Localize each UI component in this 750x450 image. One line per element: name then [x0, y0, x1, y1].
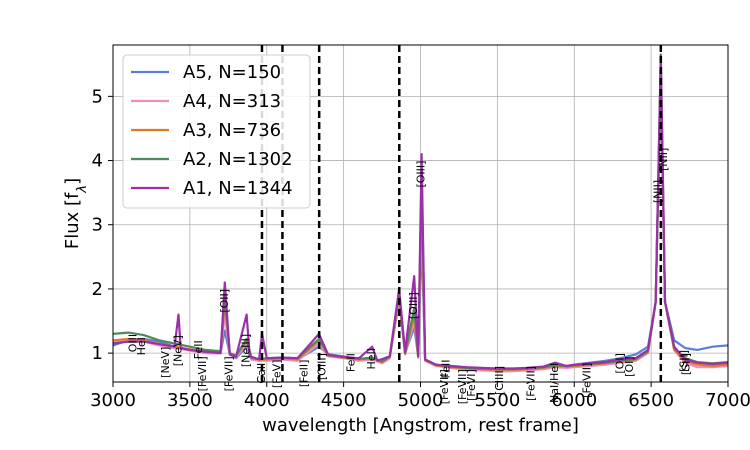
spectral-line-label: [OII] — [218, 289, 231, 313]
spectral-line-label: [OIII] — [407, 292, 420, 319]
spectral-line-label: FeII — [344, 353, 357, 372]
spectral-line-label: OIII — [126, 334, 139, 352]
x-tick-label: 6500 — [628, 390, 674, 411]
legend-label-1: A5, N=150 — [183, 62, 281, 83]
spectral-line-label: [NII] — [652, 180, 665, 203]
y-tick-label: 1 — [92, 343, 103, 364]
spectral-line-label: [FeVII] — [438, 369, 451, 404]
x-tick-label: 6000 — [551, 390, 597, 411]
spectral-line-label: [FeII] — [297, 360, 310, 388]
y-axis-label-main: Flux [f — [62, 192, 83, 249]
spectral-line-label: NaI/HeI — [548, 363, 561, 403]
spectral-line-label: [FeVII] — [196, 356, 209, 391]
spectral-line-label: [FeVII] — [223, 356, 236, 391]
legend-label-4: A2, N=1302 — [183, 149, 293, 170]
spectral-line-label: [FeVI] — [465, 369, 478, 401]
spectral-line-label: [SII] — [680, 353, 693, 375]
spectral-line-label: [OI] — [613, 353, 626, 374]
legend-label-5: A1, N=1344 — [183, 178, 293, 199]
y-axis-label-close: ] — [62, 178, 83, 185]
x-tick-label: 5500 — [474, 390, 520, 411]
series-group — [113, 53, 728, 373]
spectral-line-label: FeII — [192, 340, 205, 359]
spectral-line-label: CaII — [255, 363, 268, 384]
x-tick-label: 3000 — [90, 390, 136, 411]
spectral-line-label: [ClIII] — [493, 366, 506, 395]
y-tick-label: 5 — [92, 86, 103, 107]
x-tick-label: 3500 — [167, 390, 213, 411]
spectral-line-label: [FeVII] — [524, 366, 537, 401]
y-axis-label-sub: λ — [75, 185, 90, 194]
y-tick-label: 2 — [92, 279, 103, 300]
spectral-line-label: [FeV] — [271, 360, 284, 389]
spectral-line-label: [NeIII] — [240, 334, 253, 367]
series-line-5 — [113, 53, 728, 370]
y-tick-label: 3 — [92, 215, 103, 236]
x-axis-label: wavelength [Angstrom, rest frame] — [262, 415, 579, 436]
spectral-line-label: HeI — [135, 337, 148, 355]
legend: A5, N=150 A4, N=313 A3, N=736 A2, N=1302 A1,… — [122, 54, 311, 209]
x-tick-label: 5000 — [398, 390, 444, 411]
spectral-line-label: FeII — [440, 360, 453, 379]
spectral-line-label: [OI] — [623, 356, 636, 377]
spectral-line-label: [SII] — [677, 350, 690, 372]
spectral-line-label: [NeV] — [171, 335, 184, 366]
spectral-line-label: [OIII] — [415, 161, 428, 188]
y-axis-label: Flux [fλ] — [62, 178, 90, 249]
x-tick-label: 7000 — [705, 390, 750, 411]
legend-label-2: A4, N=313 — [183, 91, 281, 112]
spectral-line-label: [FeVII] — [581, 363, 594, 398]
y-tick-label: 4 — [92, 151, 103, 172]
spectral-line-label: [NeV] — [159, 347, 172, 378]
spectral-line-label: HeII — [365, 348, 378, 370]
spectral-line-label: [NII] — [657, 148, 670, 171]
spectral-line-label: [FeVII] — [456, 369, 469, 404]
x-tick-label: 4000 — [244, 390, 290, 411]
x-tick-label: 4500 — [321, 390, 367, 411]
spectral-line-label: [OIII] — [316, 353, 329, 380]
legend-box — [122, 54, 311, 209]
legend-label-3: A3, N=736 — [183, 120, 281, 141]
